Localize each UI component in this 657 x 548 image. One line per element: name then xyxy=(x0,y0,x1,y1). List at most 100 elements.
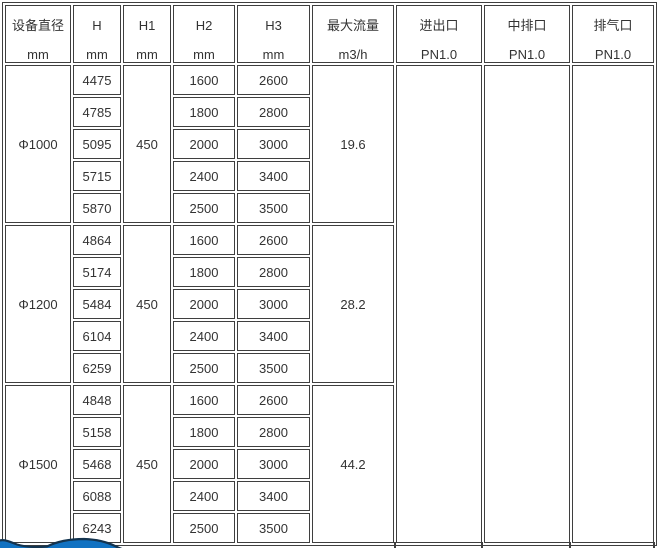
diameter-cell: Φ1500 xyxy=(5,385,71,543)
table-row: 5174 1800 2800 xyxy=(5,257,654,287)
h2-cell: 2500 xyxy=(173,353,235,383)
max-flow-cell: 44.2 xyxy=(312,385,394,543)
inlet-outlet-body-cell xyxy=(396,65,482,543)
header-label: H1 xyxy=(138,17,156,33)
h3-cell: 3500 xyxy=(237,353,310,383)
header-label: 中排口 xyxy=(507,17,547,33)
table-row: Φ1000 4475 450 1600 2600 19.6 xyxy=(5,65,654,543)
header-cell-h1: H1 mm xyxy=(123,5,171,63)
header-unit: PN1.0 xyxy=(420,46,458,62)
header-cell-inlet-outlet: 进出口 PN1.0 xyxy=(396,5,482,63)
h2-cell: 2400 xyxy=(173,481,235,511)
table-row: 6104 2400 3400 xyxy=(5,321,654,351)
h3-cell: 3400 xyxy=(237,321,310,351)
header-unit: mm xyxy=(136,46,158,62)
table-row: 6243 2500 3500 xyxy=(5,513,654,543)
header-unit: mm xyxy=(27,46,49,62)
table-border-stub xyxy=(481,542,483,548)
header-unit: mm xyxy=(262,46,285,62)
header-unit: mm xyxy=(86,46,108,62)
table-row: Φ1500 4848 450 1600 2600 44.2 xyxy=(5,385,654,543)
header-cell-diameter: 设备直径 mm xyxy=(5,5,71,63)
h3-cell: 2800 xyxy=(237,417,310,447)
h2-cell: 1600 xyxy=(173,225,235,255)
h2-cell: 1600 xyxy=(173,65,235,95)
header-cell-h3: H3 mm xyxy=(237,5,310,63)
table-row: 5870 2500 3500 xyxy=(5,193,654,223)
h2-cell: 2000 xyxy=(173,289,235,319)
h1-cell: 450 xyxy=(123,385,171,543)
h3-cell: 3000 xyxy=(237,449,310,479)
h3-cell: 2600 xyxy=(237,225,310,255)
h-cell: 5468 xyxy=(73,449,121,479)
header-cell-h: H mm xyxy=(73,5,121,63)
table-row: 6259 2500 3500 xyxy=(5,353,654,383)
h2-cell: 2000 xyxy=(173,449,235,479)
h-cell: 6104 xyxy=(73,321,121,351)
h3-cell: 2800 xyxy=(237,257,310,287)
h3-cell: 3000 xyxy=(237,289,310,319)
max-flow-cell: 19.6 xyxy=(312,65,394,223)
h1-cell: 450 xyxy=(123,225,171,383)
table-row: 5484 2000 3000 xyxy=(5,289,654,319)
h-cell: 4785 xyxy=(73,97,121,127)
header-label: 设备直径 xyxy=(11,17,64,33)
table-row: 5095 2000 3000 xyxy=(5,129,654,159)
h2-cell: 2400 xyxy=(173,161,235,191)
cropped-blue-image xyxy=(0,537,123,548)
table-row: 5715 2400 3400 xyxy=(5,161,654,191)
header-unit: mm xyxy=(193,46,215,62)
middle-drain-body-cell xyxy=(484,65,570,543)
table-row: 4785 1800 2800 xyxy=(5,97,654,127)
table-border-stub xyxy=(394,542,396,548)
h3-cell: 2600 xyxy=(237,385,310,415)
header-unit: PN1.0 xyxy=(508,46,546,62)
h2-cell: 1800 xyxy=(173,97,235,127)
h-cell: 4475 xyxy=(73,65,121,95)
header-row: 设备直径 mm H mm H1 mm H2 mm H3 mm 最大流量 m3/h xyxy=(5,5,654,63)
header-cell-middle-drain: 中排口 PN1.0 xyxy=(484,5,570,63)
h1-cell: 450 xyxy=(123,65,171,223)
h-cell: 5484 xyxy=(73,289,121,319)
h3-cell: 3000 xyxy=(237,129,310,159)
h2-cell: 1800 xyxy=(173,257,235,287)
h-cell: 5174 xyxy=(73,257,121,287)
table-row: 6088 2400 3400 xyxy=(5,481,654,511)
h-cell: 6259 xyxy=(73,353,121,383)
header-label: 最大流量 xyxy=(326,17,379,33)
exhaust-body-cell xyxy=(572,65,654,543)
header-unit: m3/h xyxy=(338,46,368,62)
h-cell: 6088 xyxy=(73,481,121,511)
diameter-cell: Φ1200 xyxy=(5,225,71,383)
h3-cell: 2600 xyxy=(237,65,310,95)
header-label: 排气口 xyxy=(593,17,633,33)
table-row: 5158 1800 2800 xyxy=(5,417,654,447)
h2-cell: 2400 xyxy=(173,321,235,351)
h2-cell: 1800 xyxy=(173,417,235,447)
header-cell-max-flow: 最大流量 m3/h xyxy=(312,5,394,63)
table-border-stub xyxy=(569,542,571,548)
h3-cell: 3500 xyxy=(237,193,310,223)
header-label: H3 xyxy=(265,17,282,33)
h-cell: 5158 xyxy=(73,417,121,447)
h2-cell: 2000 xyxy=(173,129,235,159)
h2-cell: 2500 xyxy=(173,513,235,543)
h-cell: 5715 xyxy=(73,161,121,191)
h2-cell: 1600 xyxy=(173,385,235,415)
h-cell: 4848 xyxy=(73,385,121,415)
h2-cell: 2500 xyxy=(173,193,235,223)
h3-cell: 3500 xyxy=(237,513,310,543)
header-label: H2 xyxy=(195,17,213,33)
h3-cell: 2800 xyxy=(237,97,310,127)
table-row: 5468 2000 3000 xyxy=(5,449,654,479)
header-unit: PN1.0 xyxy=(594,46,632,62)
diameter-cell: Φ1000 xyxy=(5,65,71,223)
h-cell: 4864 xyxy=(73,225,121,255)
table-row: Φ1200 4864 450 1600 2600 28.2 xyxy=(5,225,654,383)
header-cell-exhaust: 排气口 PN1.0 xyxy=(572,5,654,63)
h3-cell: 3400 xyxy=(237,161,310,191)
h-cell: 5095 xyxy=(73,129,121,159)
h3-cell: 3400 xyxy=(237,481,310,511)
